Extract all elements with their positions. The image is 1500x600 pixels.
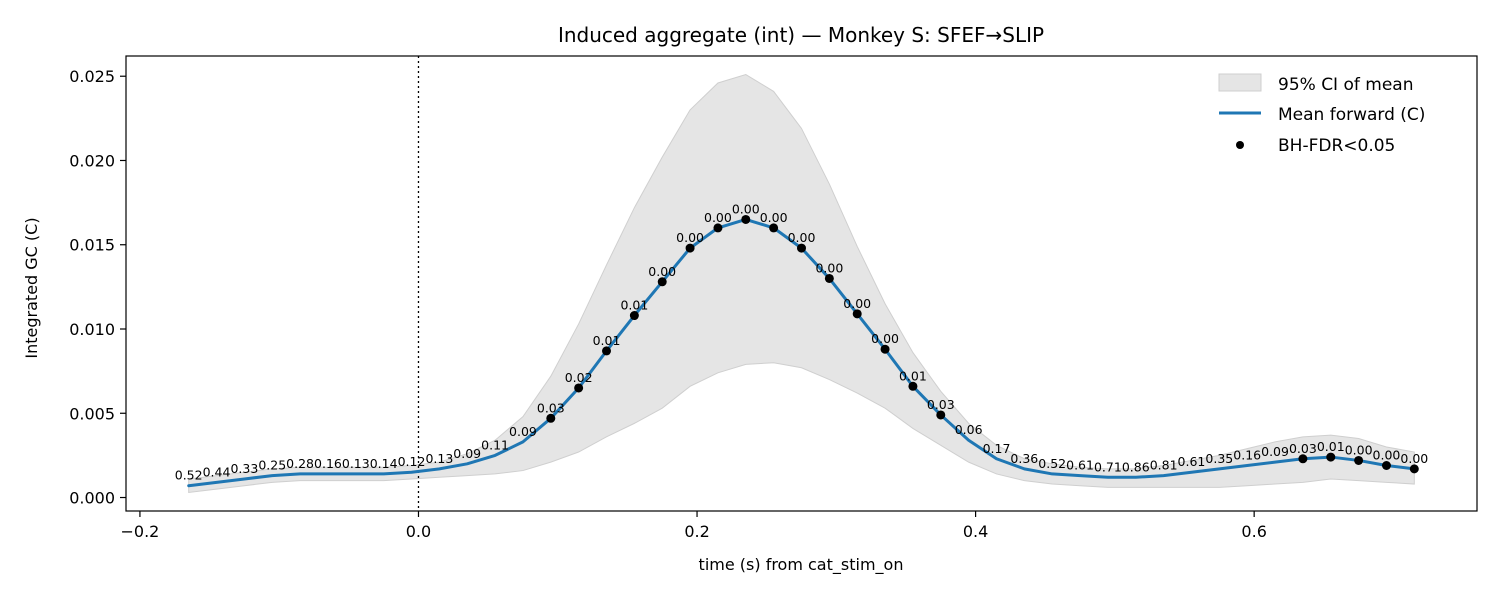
p-value-label: 0.01 (620, 298, 648, 313)
p-value-label: 0.01 (593, 333, 621, 348)
sig-marker (574, 383, 584, 393)
p-value-label: 0.00 (843, 296, 871, 311)
p-value-label: 0.11 (481, 437, 509, 452)
sig-marker (880, 344, 890, 354)
sig-marker (769, 223, 779, 233)
p-value-label: 0.44 (203, 464, 231, 479)
sig-marker (936, 410, 946, 420)
p-value-label: 0.01 (899, 368, 927, 383)
p-value-label: 0.16 (314, 456, 342, 471)
legend-ci-swatch (1218, 73, 1262, 92)
p-value-label: 0.71 (1094, 459, 1122, 474)
p-value-label: 0.61 (1066, 458, 1094, 473)
p-value-label: 0.35 (1205, 451, 1233, 466)
p-value-label: 0.17 (983, 441, 1011, 456)
y-tick-label: 0.020 (69, 151, 115, 170)
sig-marker (1354, 455, 1364, 465)
p-value-label: 0.86 (1122, 459, 1150, 474)
legend: 95% CI of mean Mean forward (C) BH-FDR<0… (1218, 73, 1425, 156)
x-axis-title: time (s) from cat_stim_on (699, 555, 904, 575)
legend-sig-marker (1236, 141, 1244, 149)
p-value-label: 0.00 (1373, 448, 1401, 463)
p-value-label: 0.00 (732, 201, 760, 216)
sig-marker (546, 413, 556, 423)
p-value-label: 0.61 (1178, 454, 1206, 469)
sig-marker (1381, 461, 1391, 470)
sig-marker (908, 381, 918, 391)
plot-frame (125, 55, 1478, 512)
p-value-label: 0.00 (815, 260, 843, 275)
sig-marker (824, 273, 834, 283)
p-value-label: 0.00 (788, 230, 816, 245)
sig-marker (797, 243, 806, 253)
p-value-label: 0.33 (230, 461, 258, 476)
p-value-label: 0.52 (175, 468, 203, 483)
x-tick-label: 0.4 (963, 522, 988, 541)
p-value-label: 0.02 (565, 370, 593, 385)
x-tick-label: 0.2 (684, 522, 709, 541)
y-axis-title: Integrated GC (C) (22, 217, 41, 358)
p-value-label: 0.52 (1038, 456, 1066, 471)
p-value-label: 0.13 (342, 456, 370, 471)
legend-sig-label: BH-FDR<0.05 (1278, 136, 1395, 156)
p-value-label: 0.09 (453, 446, 481, 461)
sig-marker (1298, 454, 1308, 464)
ci-band (188, 73, 1415, 494)
y-tick-label: 0.010 (69, 320, 115, 339)
p-value-label: 0.12 (398, 454, 426, 469)
x-tick-label: 0.6 (1241, 522, 1266, 541)
p-value-label: 0.00 (648, 264, 676, 279)
sig-marker (741, 214, 751, 224)
x-tick-label: 0.0 (406, 522, 431, 541)
p-value-label: 0.00 (704, 210, 732, 225)
sig-marker (685, 243, 695, 253)
p-value-label: 0.00 (1400, 451, 1428, 466)
y-tick-label: 0.005 (69, 404, 115, 423)
p-value-label: 0.16 (1233, 448, 1261, 463)
p-value-label: 0.00 (1345, 442, 1373, 457)
p-value-label: 0.00 (871, 331, 899, 346)
p-value-label: 0.25 (258, 458, 286, 473)
legend-ci-label: 95% CI of mean (1278, 75, 1413, 95)
p-value-label: 0.13 (425, 451, 453, 466)
sig-marker (713, 223, 723, 233)
sig-marker (629, 311, 639, 321)
p-value-label: 0.03 (927, 397, 955, 412)
p-value-label: 0.14 (370, 456, 398, 471)
p-value-label: 0.00 (760, 210, 788, 225)
sig-marker (1409, 464, 1419, 474)
plot-area: 0.52 0.44 0.33 0.25 0.28 0.16 0.13 0.14 0.12 0.13… (69, 55, 1478, 541)
p-value-label: 0.28 (286, 456, 314, 471)
p-value-label: 0.09 (509, 424, 537, 439)
sig-marker (1326, 452, 1336, 462)
p-value-label: 0.09 (1261, 444, 1289, 459)
y-tick-label: 0.025 (69, 67, 115, 86)
x-tick-label: −0.2 (120, 522, 159, 541)
p-value-label: 0.00 (676, 230, 704, 245)
sig-marker (602, 346, 612, 356)
y-tick-label: 0.000 (69, 489, 115, 508)
sig-marker (657, 277, 667, 287)
p-value-label: 0.06 (955, 422, 983, 437)
p-value-label: 0.03 (1289, 441, 1317, 456)
p-value-label: 0.01 (1317, 439, 1345, 454)
sig-marker (852, 309, 862, 319)
chart-title: Induced aggregate (int) — Monkey S: SFEF… (558, 23, 1044, 47)
p-value-label: 0.81 (1150, 458, 1178, 473)
p-value-label: 0.03 (537, 400, 565, 415)
y-tick-label: 0.015 (69, 236, 115, 255)
p-value-label: 0.36 (1010, 451, 1038, 466)
legend-mean-label: Mean forward (C) (1278, 105, 1425, 125)
